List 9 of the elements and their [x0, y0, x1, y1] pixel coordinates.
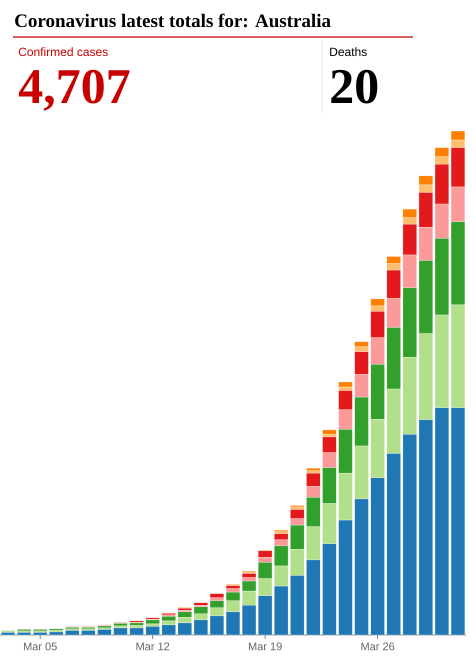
- text: Confirmed cases: [18, 47, 108, 56]
- x-tick-label: Mar 26: [361, 642, 394, 650]
- chart-title: Coronavirus latest totals for: Australia: [15, 14, 331, 28]
- text: Deaths: [330, 47, 367, 56]
- text: 20: [331, 70, 378, 104]
- x-tick-label: Mar 05: [24, 642, 57, 650]
- x-tick-label: Mar 19: [248, 642, 282, 650]
- text: 4,707: [18, 70, 130, 111]
- x-tick-label: Mar 12: [136, 642, 170, 650]
